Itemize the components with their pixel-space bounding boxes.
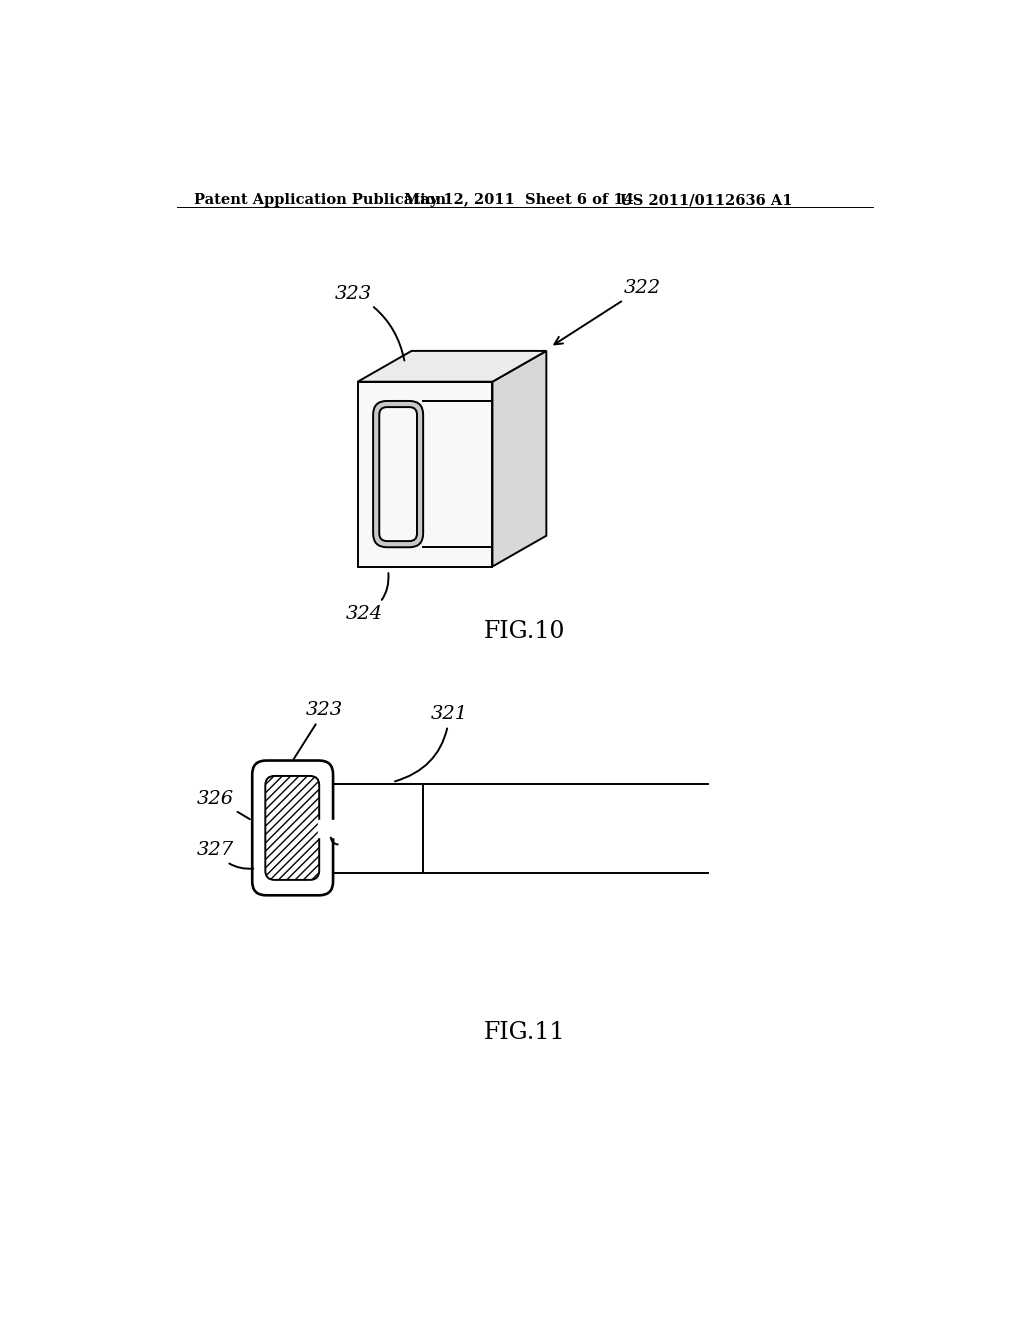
FancyBboxPatch shape (373, 401, 423, 548)
Text: 321: 321 (395, 705, 468, 781)
Text: 324: 324 (346, 573, 388, 623)
FancyBboxPatch shape (252, 760, 333, 895)
Text: FIG.11: FIG.11 (484, 1020, 565, 1044)
FancyBboxPatch shape (265, 776, 319, 880)
Text: 327: 327 (197, 841, 253, 869)
Text: May 12, 2011  Sheet 6 of 14: May 12, 2011 Sheet 6 of 14 (403, 193, 634, 207)
Polygon shape (318, 820, 336, 837)
Text: Patent Application Publication: Patent Application Publication (194, 193, 445, 207)
Text: 323: 323 (294, 701, 343, 759)
Polygon shape (357, 381, 493, 566)
Polygon shape (357, 351, 547, 381)
Text: FIG.10: FIG.10 (484, 620, 565, 643)
Text: US 2011/0112636 A1: US 2011/0112636 A1 (620, 193, 792, 207)
Text: 326: 326 (197, 789, 250, 820)
Text: 323: 323 (335, 285, 404, 360)
Text: 322: 322 (554, 279, 660, 345)
Polygon shape (493, 351, 547, 566)
FancyBboxPatch shape (379, 407, 417, 541)
